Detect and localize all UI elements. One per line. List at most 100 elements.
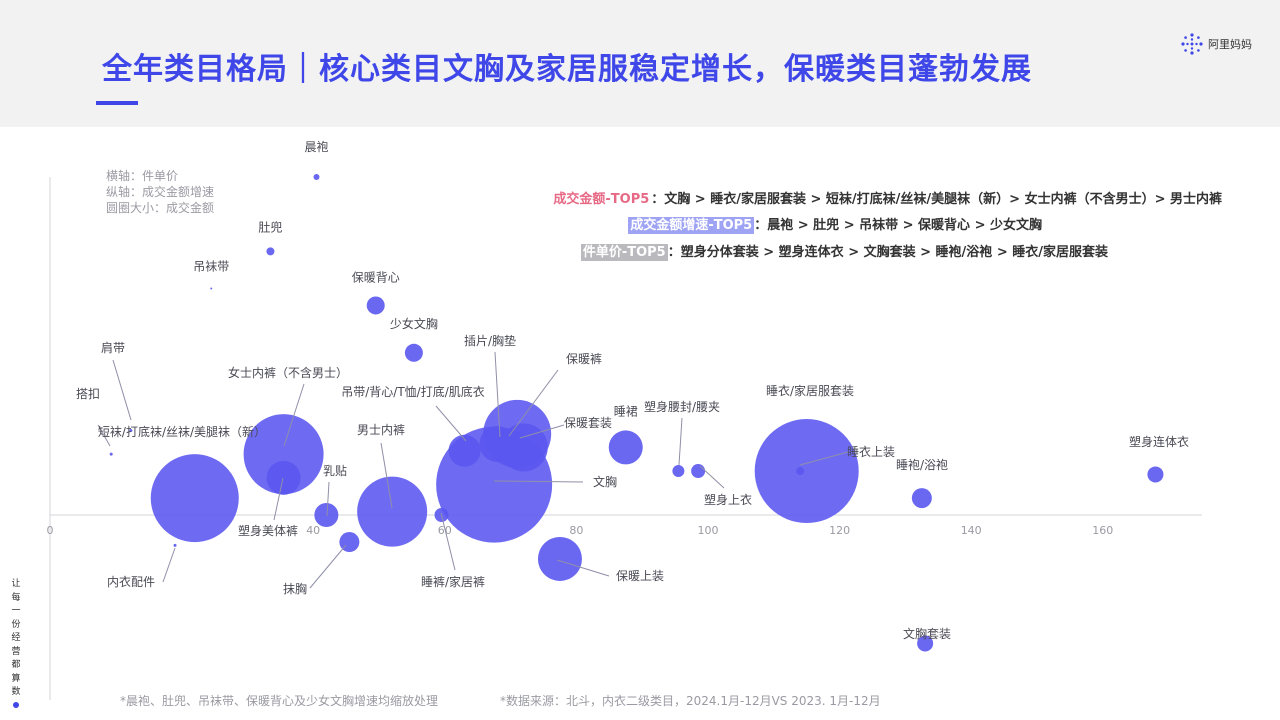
bubble-label: 文胸套装	[903, 626, 951, 641]
footnote-scaling: *晨袍、肚兜、吊袜带、保暖背心及少女文胸增速均缩放处理	[120, 694, 439, 708]
bubble-point	[672, 465, 685, 478]
bubble-point	[796, 467, 805, 476]
top5-growth-text: ：晨袍 > 肚兜 > 吊袜带 > 保暖背心 > 少女文胸	[754, 218, 1042, 233]
leader-line	[440, 512, 456, 571]
leader-line	[273, 477, 284, 521]
bubble-label: 吊袜带	[193, 260, 229, 274]
top5-sales-text: ：文胸 > 睡衣/家居服套装 > 短袜/打底袜/丝袜/美腿袜（新）> 女士内裤（…	[651, 192, 1222, 207]
bubble-label: 短袜/打底袜/丝袜/美腿袜（新）	[98, 424, 266, 439]
vertical-slogan: 让每一份经营都算数	[10, 578, 22, 700]
bubble-label: 塑身上衣	[704, 492, 752, 507]
bubble-label: 睡袍/浴袍	[896, 457, 948, 472]
leader-line	[556, 559, 610, 577]
bubble-label: 内衣配件	[107, 574, 155, 589]
bubble-point	[404, 343, 423, 362]
bubble-label: 少女文胸	[390, 316, 438, 331]
top5-sales-tag: 成交金额-TOP5	[553, 192, 650, 207]
x-tick-label: 80	[569, 524, 583, 537]
x-tick-label: 160	[1092, 524, 1113, 537]
footnote-source: *数据来源：北斗，内衣二级类目，2024.1月-12月VS 2023. 1月-1…	[500, 694, 881, 708]
bubble-label: 文胸	[593, 474, 617, 489]
logo-text: 阿里妈妈	[1208, 38, 1252, 51]
x-tick-label: 0	[47, 524, 54, 537]
leader-line	[326, 481, 330, 517]
bubble-point	[357, 476, 428, 547]
bubble-point	[210, 287, 213, 290]
bubble-point	[150, 454, 239, 543]
bubble-point	[479, 426, 516, 463]
leader-line	[508, 369, 559, 437]
bubble-label: 吊带/背心/T恤/打底/肌底衣	[341, 384, 485, 399]
bubble-label: 插片/胸垫	[464, 333, 516, 348]
slogan-char: 数	[11, 687, 21, 697]
bubble-label: 保暖裤	[566, 352, 602, 366]
x-tick-label: 40	[306, 524, 320, 537]
bubble-label: 睡裤/家居裤	[421, 574, 485, 589]
title-underline	[96, 101, 138, 105]
x-tick-label: 140	[961, 524, 982, 537]
bubble-label: 保暖背心	[352, 270, 400, 284]
y-axis-note: 纵轴：成交金额增速	[106, 185, 215, 199]
slogan-char: 让	[11, 579, 21, 589]
header-bar	[0, 0, 1280, 127]
bubble-point	[173, 543, 177, 547]
slogan-char: 营	[11, 646, 21, 657]
top5-growth-tag: 成交金额增速-TOP5	[628, 217, 755, 234]
slogan-char: 经	[11, 633, 21, 643]
bubble-label: 晨袍	[304, 139, 328, 154]
bubble-label: 塑身腰封/腰夹	[644, 399, 720, 414]
leader-line	[162, 547, 176, 583]
leader-line	[435, 405, 467, 442]
leader-line	[519, 424, 565, 439]
bubble-point	[243, 414, 324, 495]
leader-line	[380, 442, 393, 509]
x-tick-label: 120	[829, 524, 850, 537]
top5-growth-line: 成交金额增速-TOP5 ：晨袍 > 肚兜 > 吊袜带 > 保暖背心 > 少女文胸	[628, 214, 1042, 234]
leader-line	[678, 417, 683, 466]
bubble-point	[1147, 466, 1164, 483]
page-title: 全年类目格局｜核心类目文胸及家居服稳定增长，保暖类目蓬勃发展	[102, 52, 1032, 87]
slogan-char: 份	[11, 619, 21, 630]
bubble-label: 保暖上装	[616, 569, 664, 583]
bubble-label: 塑身美体裤	[238, 523, 298, 538]
bubble-label: 肚兜	[258, 219, 282, 234]
top5-price-text: ：塑身分体套装 > 塑身连体衣 > 文胸套装 > 睡袍/浴袍 > 睡衣/家居服套…	[667, 245, 1108, 260]
slogan-char: 都	[11, 660, 21, 670]
slogan-dot	[13, 702, 19, 708]
bubble-point	[109, 452, 113, 456]
slogan-char: 算	[11, 673, 21, 684]
leader-line	[799, 451, 849, 466]
bubble-label: 睡衣/家居服套装	[766, 383, 854, 398]
bubble-label: 睡衣上装	[847, 444, 895, 459]
bubble-point	[266, 460, 301, 495]
bubble-label: 女士内裤（不含男士）	[228, 365, 348, 380]
bubble-point	[129, 429, 133, 432]
top5-sales-line: 成交金额-TOP5 ：文胸 > 睡衣/家居服套装 > 短袜/打底袜/丝袜/美腿袜（…	[551, 188, 1222, 207]
bubble-label: 男士内裤	[357, 423, 405, 437]
bubble-point	[754, 419, 859, 524]
leader-line	[283, 383, 305, 447]
axis-legend-notes: 横轴：件单价 纵轴：成交金额增速 圆圈大小：成交金额	[106, 168, 214, 216]
bubble-point	[313, 174, 320, 180]
leader-line	[494, 351, 501, 438]
bubble-point	[448, 434, 481, 467]
top5-price-line: 件单价-TOP5 ：塑身分体套装 > 塑身连体衣 > 文胸套装 > 睡袍/浴袍 >…	[580, 241, 1108, 261]
top5-price-tag: 件单价-TOP5	[580, 244, 668, 261]
leader-line	[309, 544, 347, 589]
bubble-point	[314, 503, 339, 527]
bubble-label: 肩带	[101, 340, 125, 355]
bubble-size-note: 圆圈大小：成交金额	[106, 201, 215, 215]
bubble-point	[917, 635, 934, 652]
bubble-point	[366, 296, 385, 315]
leader-line	[699, 465, 725, 489]
leader-line	[97, 424, 111, 447]
bubble-point	[608, 430, 643, 465]
x-axis-note: 横轴：件单价	[106, 169, 179, 183]
bubble-label: 抹胸	[283, 581, 307, 596]
bubble-label: 乳贴	[323, 464, 347, 478]
alimama-star-icon	[1181, 33, 1203, 55]
bubble-point	[266, 247, 275, 256]
slogan-char: 每	[11, 592, 21, 603]
slogan-char: 一	[11, 606, 21, 616]
